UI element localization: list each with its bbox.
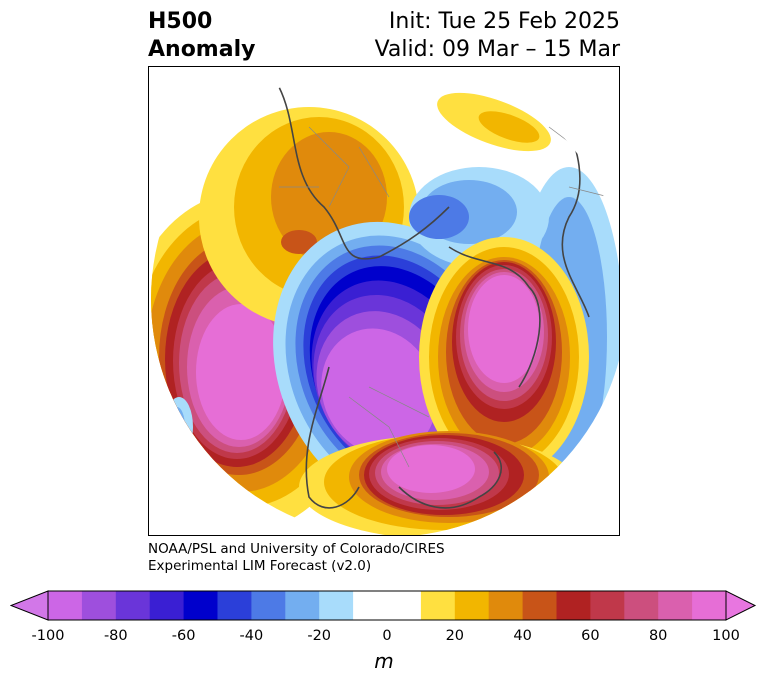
colorbar-tick-label: 60	[581, 628, 600, 644]
colorbar-bin	[387, 591, 422, 620]
colorbar-bin	[81, 591, 117, 620]
forecast-dates: Init: Tue 25 Feb 2025 Valid: 09 Mar – 15…	[375, 8, 620, 64]
credit-line-1: NOAA/PSL and University of Colorado/CIRE…	[148, 541, 445, 557]
colorbar-bin	[522, 591, 557, 620]
colorbar-bin	[590, 591, 625, 620]
valid-range: Valid: 09 Mar – 15 Mar	[374, 37, 620, 62]
colorbar-tick-label: -20	[307, 628, 332, 644]
colorbar-bin	[285, 591, 320, 620]
colorbar-bin	[454, 591, 490, 620]
title-type: Anomaly	[148, 37, 256, 62]
colorbar-tick-label: 100	[712, 628, 740, 644]
colorbar-bin	[319, 591, 354, 620]
credit: NOAA/PSL and University of Colorado/CIRE…	[148, 541, 445, 575]
colorbar-tick-label: 20	[445, 628, 465, 644]
colorbar-bin	[624, 591, 659, 620]
colorbar	[10, 590, 757, 621]
colorbar-over-arrow	[725, 590, 757, 621]
colorbar-tick-label: 80	[648, 628, 668, 644]
colorbar-bin	[149, 591, 185, 620]
colorbar-outline	[47, 590, 727, 621]
credit-line-2: Experimental LIM Forecast (v2.0)	[148, 558, 372, 574]
colorbar-bin	[692, 591, 727, 620]
title-variable: H500	[148, 9, 213, 34]
colorbar-unit: m	[374, 649, 394, 673]
colorbar-bin	[353, 591, 388, 620]
colorbar-tick-label: -60	[171, 628, 196, 644]
colorbar-bin	[115, 591, 151, 620]
colorbar-ticks: -100 -80 -60 -40 -20 0 20 40 60 80 100	[0, 628, 768, 650]
polar-map	[148, 66, 620, 536]
init-date: Init: Tue 25 Feb 2025	[388, 9, 620, 34]
map-title: H500 Anomaly	[148, 8, 255, 64]
colorbar-bin	[420, 591, 456, 620]
colorbar-tick-label: 40	[513, 628, 532, 644]
colorbar-bin	[183, 591, 218, 620]
colorbar-bin	[251, 591, 286, 620]
colorbar-tick-label: -40	[239, 628, 264, 644]
colorbar-tick-label: -80	[103, 628, 128, 644]
anomaly-field	[151, 86, 619, 535]
borders	[279, 126, 610, 468]
colorbar-bin	[48, 591, 83, 620]
colorbar-bin	[556, 591, 591, 620]
colorbar-under-arrow	[10, 590, 49, 621]
colorbar-bin	[217, 591, 252, 620]
colorbar-bin	[658, 591, 693, 620]
colorbar-tick-label: -100	[31, 628, 65, 644]
colorbar-tick-label: 0	[382, 628, 392, 644]
colorbar-bin	[488, 591, 524, 620]
